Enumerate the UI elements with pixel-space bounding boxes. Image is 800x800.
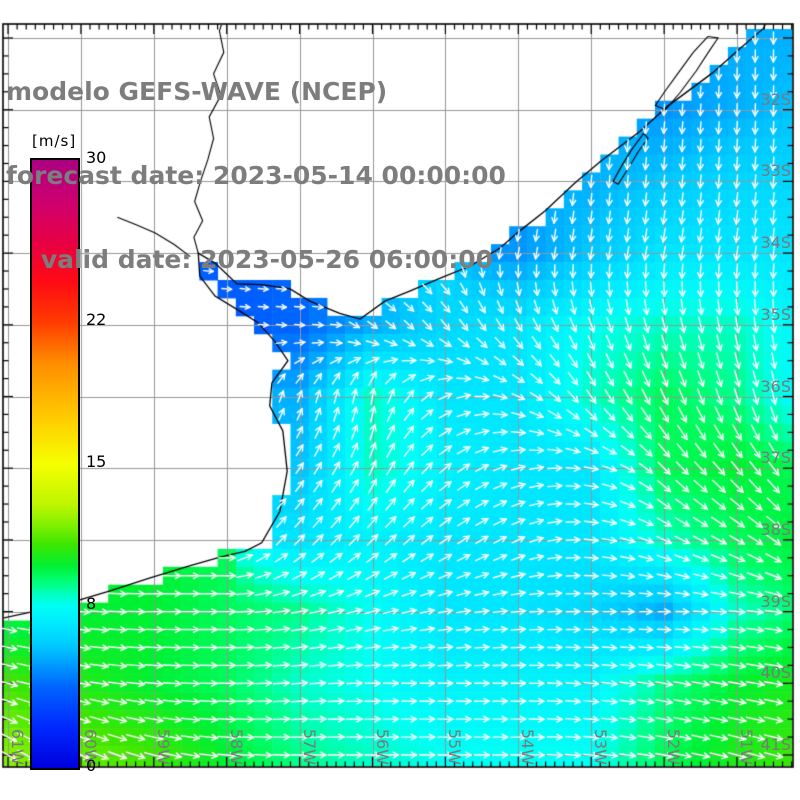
title-block: modelo GEFS-WAVE (NCEP) forecast date: 2… (6, 22, 506, 330)
lon-label: 51W (737, 728, 756, 765)
lon-label: 58W (226, 728, 246, 765)
lon-label: 59W (153, 728, 173, 765)
lat-label: 33S (760, 161, 791, 181)
colorbar-tick-label: 0 (86, 756, 97, 775)
lon-label: 54W (518, 728, 538, 765)
lon-label: 61W (8, 728, 27, 765)
lat-label: 35S (760, 304, 791, 324)
lat-label: 36S (760, 376, 791, 396)
colorbar-tick-label: 8 (86, 593, 97, 613)
colorbar-tick-label: 30 (86, 148, 107, 167)
lat-label: 38S (760, 519, 791, 539)
colorbar-tick-label: 22 (86, 310, 107, 330)
lon-label: 53W (591, 728, 611, 765)
lon-label: 56W (372, 728, 392, 765)
colorbar-tick-label: 15 (86, 452, 107, 471)
lat-label: 40S (760, 663, 791, 683)
title-valid-date: valid date: 2023-05-26 06:00:00 (6, 245, 494, 274)
lon-label: 52W (664, 728, 684, 765)
lon-label: 55W (445, 728, 465, 765)
lat-label: 39S (760, 591, 791, 611)
lon-label: 57W (299, 728, 319, 765)
lat-label: 41S (760, 735, 791, 754)
title-model: modelo GEFS-WAVE (NCEP) (6, 77, 388, 106)
lat-label: 32S (760, 89, 791, 109)
title-forecast-date: forecast date: 2023-05-14 00:00:00 (6, 161, 506, 190)
lat-label: 34S (760, 233, 791, 253)
colorbar-units-label: [m/s] (32, 132, 77, 150)
colorbar-gradient (30, 158, 80, 770)
lat-label: 37S (760, 448, 791, 468)
